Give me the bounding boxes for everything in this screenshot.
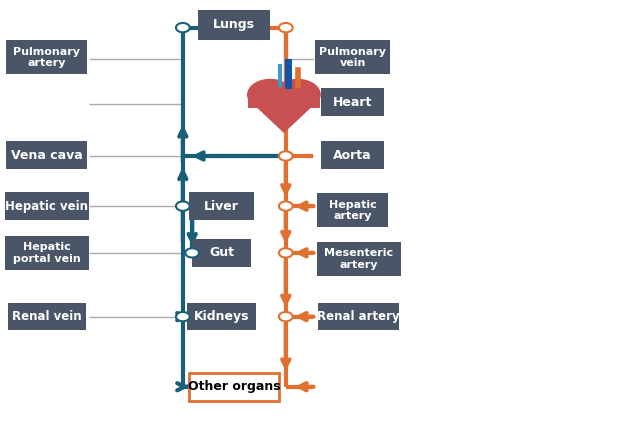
FancyBboxPatch shape bbox=[315, 40, 390, 74]
Circle shape bbox=[176, 312, 190, 321]
FancyBboxPatch shape bbox=[6, 40, 87, 74]
Text: Kidneys: Kidneys bbox=[194, 310, 249, 323]
FancyBboxPatch shape bbox=[4, 236, 89, 270]
Circle shape bbox=[176, 201, 190, 211]
FancyBboxPatch shape bbox=[248, 91, 320, 108]
Text: Liver: Liver bbox=[204, 200, 239, 212]
Circle shape bbox=[185, 248, 199, 258]
Text: Aorta: Aorta bbox=[333, 149, 372, 162]
FancyBboxPatch shape bbox=[316, 242, 401, 276]
Circle shape bbox=[275, 79, 320, 110]
FancyBboxPatch shape bbox=[6, 141, 87, 169]
Circle shape bbox=[279, 23, 293, 32]
Text: Renal vein: Renal vein bbox=[12, 310, 82, 323]
Text: Hepatic
portal vein: Hepatic portal vein bbox=[13, 242, 80, 264]
Circle shape bbox=[279, 151, 293, 161]
FancyBboxPatch shape bbox=[198, 10, 270, 40]
FancyBboxPatch shape bbox=[321, 141, 384, 169]
FancyBboxPatch shape bbox=[321, 88, 384, 116]
Circle shape bbox=[279, 99, 293, 109]
Text: Heart: Heart bbox=[333, 96, 373, 108]
Text: Pulmonary
vein: Pulmonary vein bbox=[319, 47, 386, 68]
FancyBboxPatch shape bbox=[192, 239, 251, 267]
FancyBboxPatch shape bbox=[7, 303, 86, 331]
Circle shape bbox=[279, 201, 293, 211]
FancyBboxPatch shape bbox=[318, 303, 399, 331]
Circle shape bbox=[248, 79, 293, 110]
Text: Mesenteric
artery: Mesenteric artery bbox=[324, 249, 393, 270]
Polygon shape bbox=[248, 99, 320, 133]
Text: Renal artery: Renal artery bbox=[318, 310, 400, 323]
Circle shape bbox=[279, 312, 293, 321]
FancyBboxPatch shape bbox=[316, 193, 388, 227]
Text: Lungs: Lungs bbox=[213, 18, 255, 31]
Text: Hepatic
artery: Hepatic artery bbox=[329, 200, 376, 221]
Text: Pulmonary
artery: Pulmonary artery bbox=[13, 47, 80, 68]
Text: Hepatic vein: Hepatic vein bbox=[5, 200, 89, 212]
Text: Other organs: Other organs bbox=[188, 380, 280, 393]
Circle shape bbox=[279, 248, 293, 258]
Text: Vena cava: Vena cava bbox=[11, 149, 82, 162]
FancyBboxPatch shape bbox=[188, 192, 254, 220]
FancyBboxPatch shape bbox=[187, 303, 256, 331]
FancyBboxPatch shape bbox=[188, 373, 280, 400]
Text: Gut: Gut bbox=[209, 246, 234, 259]
FancyBboxPatch shape bbox=[4, 192, 89, 220]
Circle shape bbox=[176, 23, 190, 32]
